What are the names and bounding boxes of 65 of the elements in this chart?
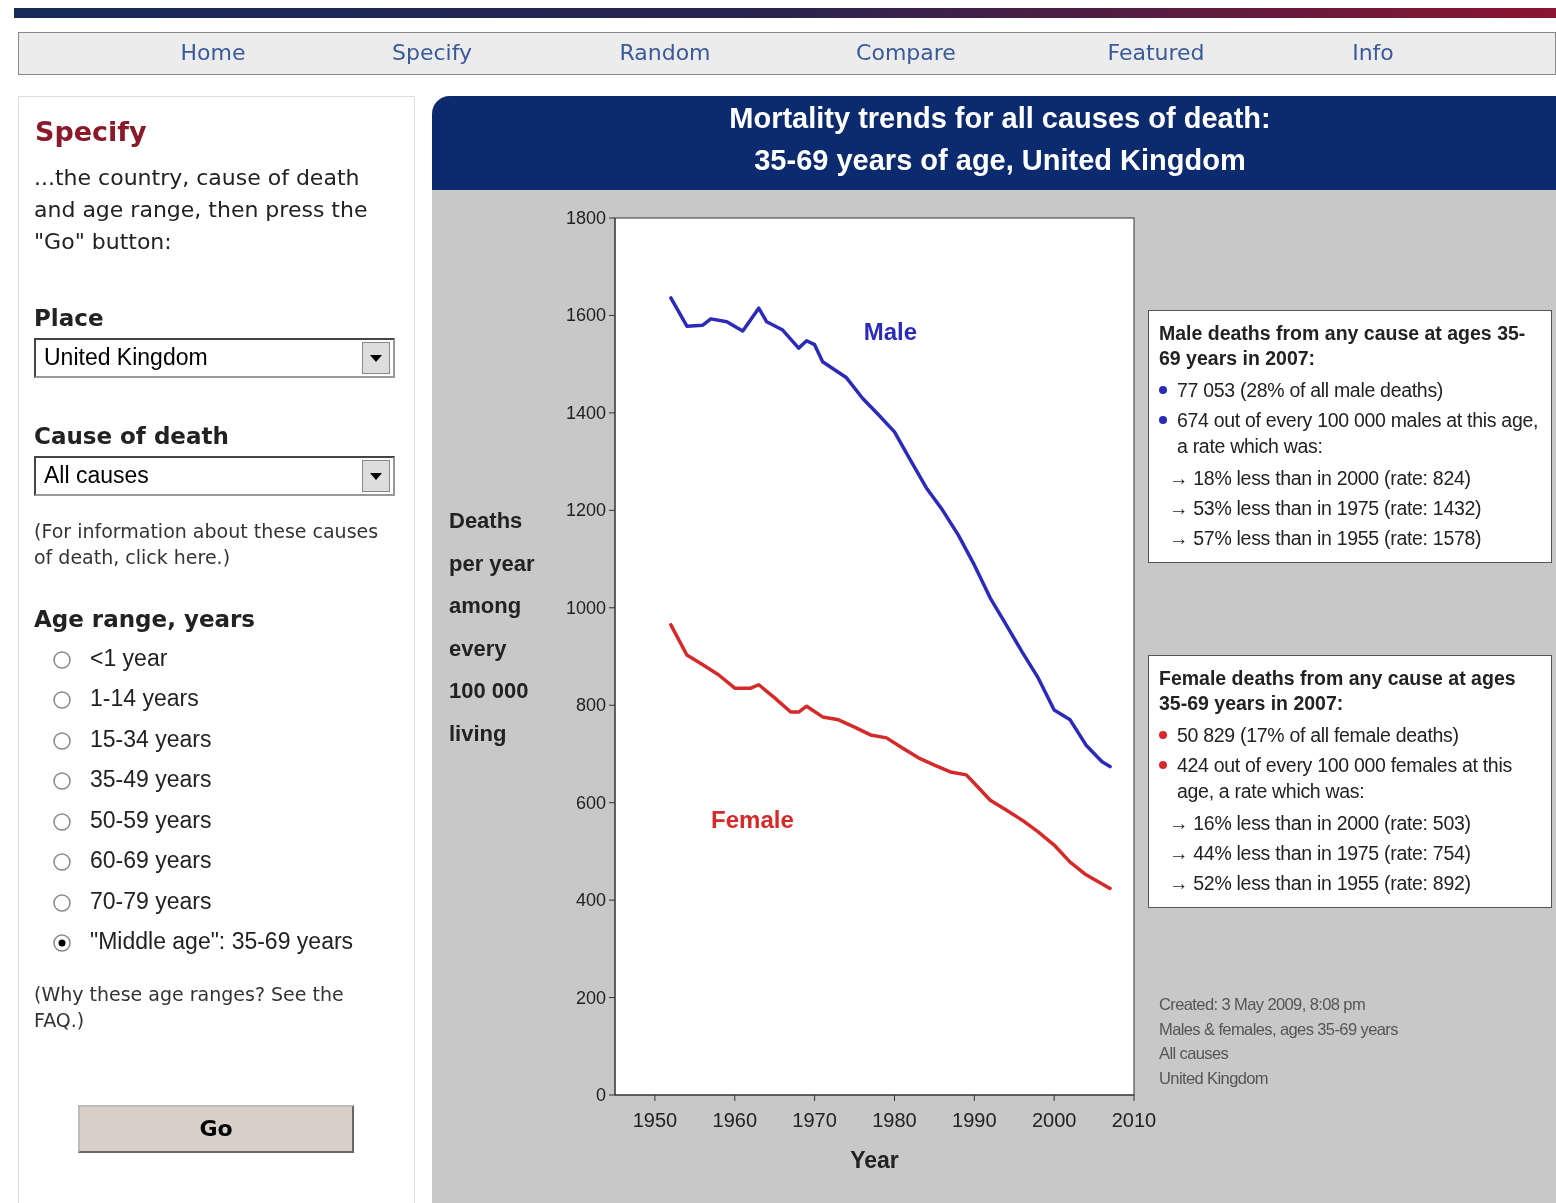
text: 60-69 years	[90, 847, 212, 874]
text: 50-59 years	[90, 807, 212, 834]
x-tick-label: 1960	[712, 1109, 758, 1131]
text: 50 829 (17% of all female deaths)	[1176, 723, 1460, 748]
text: → 16% less than in 2000 (rate: 503)	[1168, 811, 1472, 836]
text: 70-79 years	[90, 888, 212, 915]
y-axis-title: Deaths per year among every 100 000 living	[449, 507, 536, 748]
x-tick-label: 2010	[1111, 1109, 1157, 1131]
text: (For information about these causes of death, click here.)	[34, 519, 379, 570]
text: Random	[618, 40, 712, 65]
text: Place	[34, 305, 104, 331]
x-tick-label: 1950	[632, 1109, 678, 1131]
x-tick-label: 1980	[872, 1109, 917, 1131]
text: Compare	[855, 40, 957, 65]
text: Female	[711, 806, 794, 834]
text: 15-34 years	[90, 726, 212, 753]
text: All causes	[34, 456, 395, 496]
x-tick-label: 1970	[792, 1109, 837, 1131]
x-tick-label: 2000	[1031, 1109, 1077, 1131]
text: → 44% less than in 1975 (rate: 754)	[1168, 841, 1472, 866]
x-tick-label: 1990	[952, 1109, 997, 1131]
text: Home	[179, 40, 247, 65]
line-series	[669, 623, 1112, 891]
chart-title: Mortality trends for all causes of death:	[728, 102, 1272, 135]
text: Specify	[390, 40, 474, 65]
text: 1-14 years	[90, 685, 199, 712]
y-tick-label: 800	[575, 695, 606, 716]
text: All causes	[1159, 1043, 1230, 1064]
text: United Kingdom	[34, 338, 395, 378]
y-tick-label: 1000	[565, 597, 606, 618]
y-tick-label: 1800	[565, 208, 606, 228]
text: United Kingdom	[1159, 1067, 1269, 1089]
text: → 18% less than in 2000 (rate: 824)	[1168, 466, 1472, 491]
y-tick-label: 1200	[565, 500, 606, 521]
text: Female deaths from any cause at ages 35-69 years in 2007:	[1159, 666, 1517, 716]
chart-subtitle: 35-69 years of age, United Kingdom	[753, 144, 1247, 177]
y-tick-label: 1400	[565, 402, 606, 423]
text: Specify	[35, 116, 147, 147]
text: 35-49 years	[90, 766, 212, 793]
y-tick-label: 0	[595, 1085, 606, 1105]
line-series	[669, 296, 1112, 769]
text: Age range, years	[34, 606, 256, 632]
text: Created: 3 May 2009, 8:08 pm	[1159, 994, 1367, 1015]
text: → 52% less than in 1955 (rate: 892)	[1168, 871, 1472, 896]
y-tick-label: 200	[575, 987, 606, 1008]
text: 674 out of every 100 000 males at this age, a rate which was:	[1176, 408, 1540, 459]
text: "Middle age": 35-69 years	[90, 928, 354, 955]
y-tick-label: 400	[575, 890, 606, 911]
text: → 53% less than in 1975 (rate: 1432)	[1168, 496, 1483, 521]
y-tick-label: 600	[575, 792, 606, 813]
y-tick-label: 1600	[565, 305, 606, 326]
text: 77 053 (28% of all male deaths)	[1176, 378, 1445, 403]
series-label: Male	[863, 318, 918, 346]
text: Go	[78, 1105, 354, 1153]
text: Male deaths from any cause at ages 35-69 years in 2007:	[1159, 321, 1527, 371]
text: 424 out of every 100 000 females at this age, a rate which was:	[1176, 753, 1513, 804]
text: → 57% less than in 1955 (rate: 1578)	[1168, 526, 1483, 551]
x-axis-title: Year	[850, 1147, 899, 1173]
text: ...the country, cause of death and age range, then press the "Go" button:	[34, 164, 369, 256]
text: Info	[1351, 40, 1395, 65]
text: (Why these age ranges? See the FAQ.)	[34, 982, 345, 1033]
text: Cause of death	[34, 423, 229, 449]
text: <1 year	[90, 645, 168, 672]
text: Males & females, ages 35-69 years	[1159, 1018, 1398, 1040]
text: Featured	[1106, 40, 1206, 65]
